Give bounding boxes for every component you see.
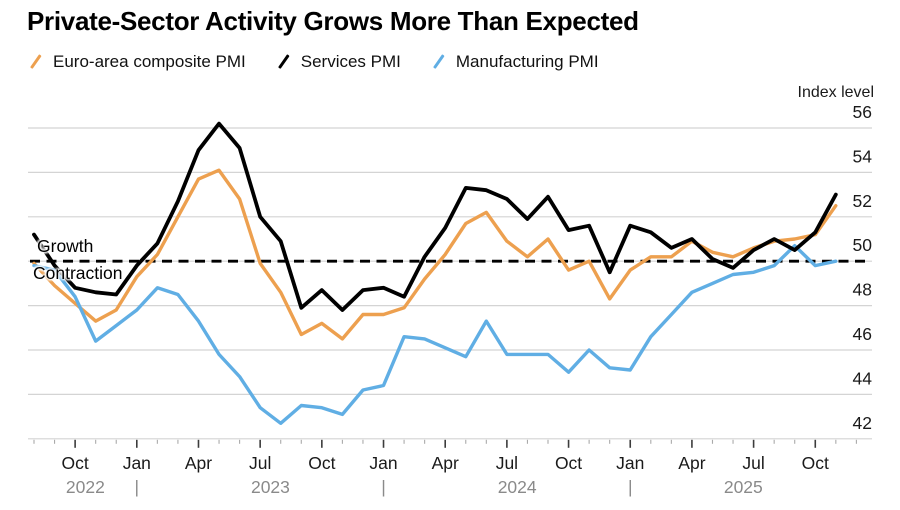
- y-axis-label: 52: [853, 191, 872, 211]
- x-axis-month-label: Apr: [678, 453, 705, 473]
- services-slash-icon: [277, 54, 290, 70]
- x-axis-month-label: Jul: [742, 453, 764, 473]
- y-axis-unit-label: Index level: [797, 84, 875, 101]
- legend-label-manufacturing: Manufacturing PMI: [455, 52, 599, 71]
- x-axis-year-label: 2025: [724, 477, 763, 497]
- y-axis-label: 56: [853, 102, 872, 122]
- x-axis-year-separator: |: [628, 477, 633, 497]
- x-axis-month-label: Apr: [432, 453, 459, 473]
- y-axis-label: 48: [853, 280, 872, 300]
- chart-title: Private-Sector Activity Grows More Than …: [27, 6, 639, 36]
- x-axis-month-label: Apr: [185, 453, 212, 473]
- x-axis-year-label: 2023: [251, 477, 290, 497]
- x-axis-year-label: 2022: [66, 477, 105, 497]
- legend-item-services: Services PMI: [276, 52, 401, 72]
- x-axis-month-label: Oct: [62, 453, 89, 473]
- y-axis-label: 42: [853, 413, 872, 433]
- growth-annotation: Growth: [37, 236, 94, 256]
- x-axis-month-label: Oct: [555, 453, 582, 473]
- x-axis-month-label: Jan: [616, 453, 644, 473]
- series-line-services-pmi: [32, 121, 838, 312]
- contraction-annotation: Contraction: [33, 263, 123, 283]
- x-axis-month-label: Oct: [802, 453, 829, 473]
- x-axis-month-label: Jan: [369, 453, 397, 473]
- x-axis-month-label: Jul: [249, 453, 271, 473]
- series-line-manufacturing-pmi: [32, 243, 838, 425]
- x-axis-month-label: Oct: [308, 453, 335, 473]
- legend-label-composite: Euro-area composite PMI: [53, 52, 246, 71]
- chart-legend: Euro-area composite PMI Services PMI Man…: [28, 52, 599, 72]
- x-axis-year-separator: |: [381, 477, 386, 497]
- y-axis-label: 44: [853, 368, 873, 388]
- x-axis-month-label: Jan: [123, 453, 151, 473]
- composite-slash-icon: [30, 54, 42, 70]
- legend-item-composite: Euro-area composite PMI: [28, 52, 246, 72]
- legend-item-manufacturing: Manufacturing PMI: [431, 52, 599, 72]
- series-line-euro-area-composite-pmi: [32, 168, 838, 341]
- x-axis-year-label: 2024: [498, 477, 537, 497]
- y-axis-label: 50: [853, 235, 873, 255]
- manufacturing-slash-icon: [432, 54, 445, 70]
- x-axis-month-label: Jul: [496, 453, 518, 473]
- legend-label-services: Services PMI: [300, 52, 401, 71]
- y-axis-label: 46: [853, 324, 872, 344]
- x-axis-year-separator: |: [135, 477, 140, 497]
- y-axis-label: 54: [853, 146, 873, 166]
